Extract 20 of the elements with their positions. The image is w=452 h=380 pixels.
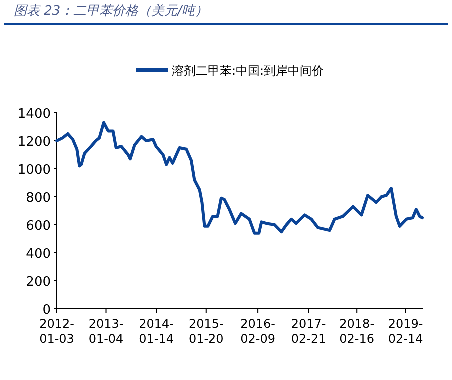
chart-title: 图表 23：二甲苯价格（美元/吨）	[14, 3, 208, 19]
y-tick-label: 600	[26, 219, 51, 234]
y-tick-label: 400	[26, 247, 51, 262]
y-tick-label: 1400	[18, 107, 51, 122]
y-tick-label: 1000	[18, 163, 51, 178]
x-tick-label: 2013-01-04	[88, 317, 124, 346]
legend-label: 溶剂二甲苯:中国:到岸中间价	[172, 64, 324, 78]
x-tick-label: 2015-01-20	[188, 317, 224, 346]
x-tick-label: 2017-02-21	[291, 317, 326, 346]
x-tick-label: 2016-02-09	[240, 317, 276, 346]
x-tick-label: 2014-01-14	[139, 317, 174, 346]
y-tick-label: 0	[42, 303, 51, 318]
x-tick-label: 2018-02-16	[340, 317, 375, 346]
legend: 溶剂二甲苯:中国:到岸中间价	[136, 64, 324, 78]
x-tick-label: 2019-02-14	[388, 317, 424, 346]
x-tick-label: 2012-01-03	[40, 317, 74, 346]
line-series	[56, 121, 424, 235]
y-tick-label: 1200	[18, 135, 51, 150]
y-tick-label: 200	[26, 275, 51, 290]
y-tick-label: 800	[26, 191, 51, 206]
